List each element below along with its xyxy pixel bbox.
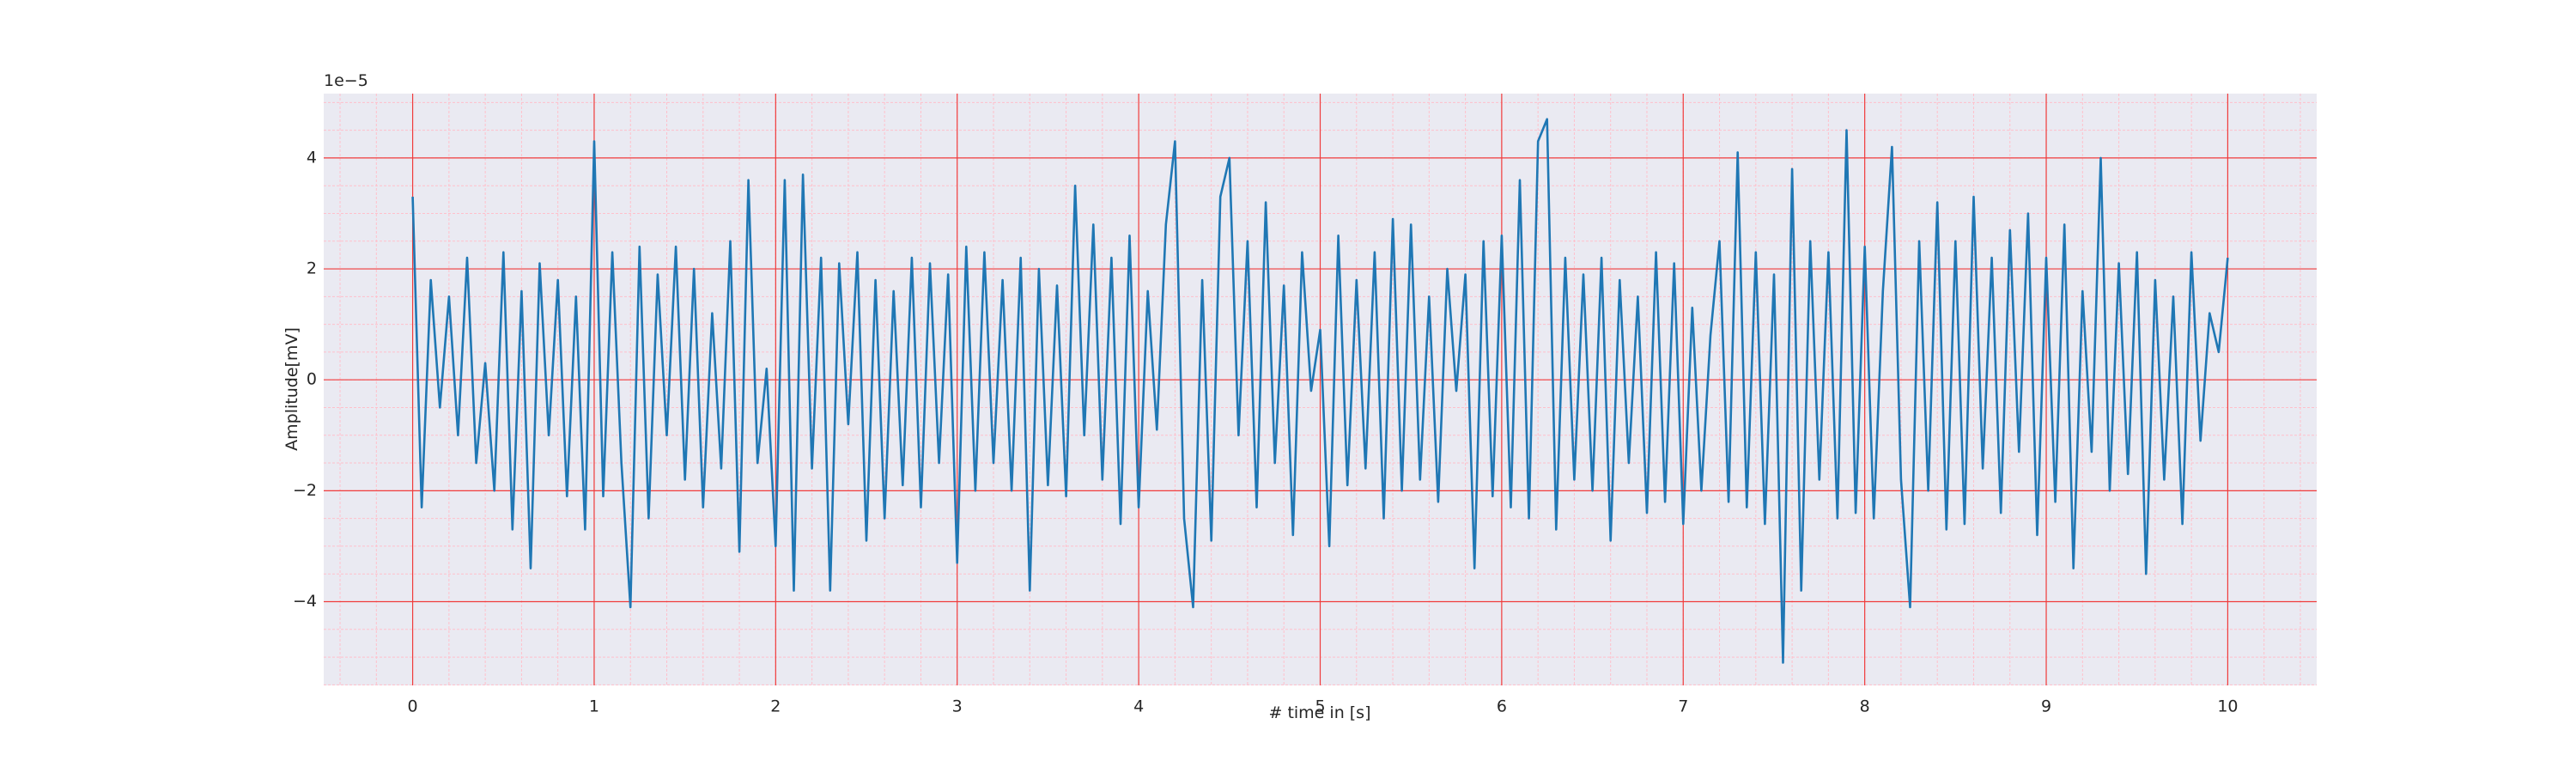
x-axis-label: # time in [s] — [1268, 703, 1370, 722]
y-tick-label: −2 — [293, 481, 317, 500]
x-tick-label: 4 — [1133, 697, 1144, 716]
y-tick-label: 2 — [307, 259, 317, 278]
y-tick-label: −4 — [293, 592, 317, 611]
plot-area — [411, 118, 2229, 664]
x-tick-label: 8 — [1860, 697, 1870, 716]
x-tick-label: 6 — [1497, 697, 1507, 716]
x-tick-label: 1 — [589, 697, 599, 716]
y-tick-label: 0 — [307, 370, 317, 389]
x-tick-label: 7 — [1678, 697, 1688, 716]
x-tick-label: 0 — [408, 697, 418, 716]
y-tick-label: 4 — [307, 148, 317, 167]
x-tick-label: 10 — [2217, 697, 2238, 716]
x-tick-label: 5 — [1315, 697, 1325, 716]
x-tick-label: 3 — [952, 697, 963, 716]
x-tick-label: 2 — [770, 697, 781, 716]
offset-text: 1e−5 — [324, 71, 368, 90]
y-axis-label: Amplitude[mV] — [283, 327, 301, 451]
signal-line — [411, 118, 2229, 664]
x-tick-label: 9 — [2041, 697, 2051, 716]
